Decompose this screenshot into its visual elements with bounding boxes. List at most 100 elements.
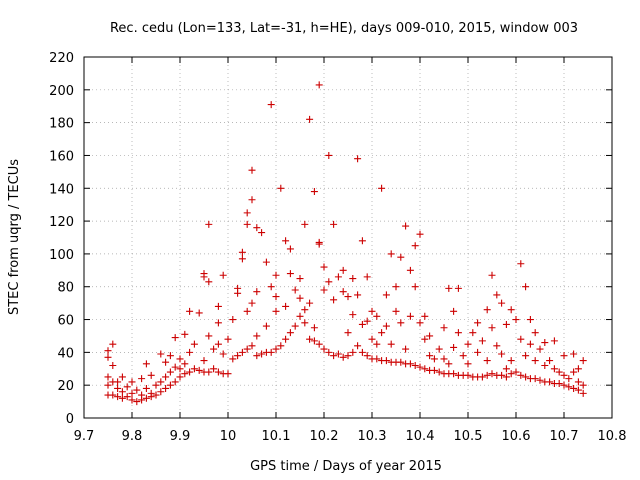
data-point bbox=[483, 306, 491, 314]
data-point bbox=[560, 352, 568, 360]
data-point bbox=[397, 253, 405, 261]
data-point bbox=[118, 388, 126, 396]
data-point bbox=[181, 370, 189, 378]
data-point bbox=[416, 230, 424, 238]
data-point bbox=[531, 329, 539, 337]
x-tick-label: 9.8 bbox=[122, 429, 143, 444]
data-point bbox=[454, 284, 462, 292]
data-point bbox=[214, 368, 222, 376]
data-point bbox=[450, 307, 458, 315]
data-point bbox=[253, 224, 261, 232]
data-point bbox=[474, 319, 482, 327]
data-point bbox=[464, 360, 472, 368]
data-point bbox=[118, 373, 126, 381]
data-point bbox=[320, 345, 328, 353]
data-point bbox=[483, 371, 491, 379]
data-point bbox=[541, 339, 549, 347]
data-point bbox=[363, 352, 371, 360]
y-tick-label: 100 bbox=[49, 248, 74, 263]
data-point bbox=[142, 394, 150, 402]
data-point bbox=[416, 363, 424, 371]
data-point bbox=[214, 340, 222, 348]
data-point bbox=[214, 302, 222, 310]
data-point bbox=[109, 391, 117, 399]
grid bbox=[84, 57, 612, 418]
data-point bbox=[344, 352, 352, 360]
data-point bbox=[306, 335, 314, 343]
y-tick-label: 220 bbox=[49, 51, 74, 66]
data-point bbox=[186, 348, 194, 356]
data-point bbox=[310, 337, 318, 345]
data-point bbox=[579, 357, 587, 365]
data-point bbox=[325, 151, 333, 159]
data-point bbox=[334, 273, 342, 281]
data-point bbox=[138, 375, 146, 383]
data-point bbox=[373, 312, 381, 320]
data-point bbox=[123, 393, 131, 401]
data-point bbox=[469, 329, 477, 337]
data-point bbox=[104, 347, 112, 355]
data-point bbox=[243, 307, 251, 315]
data-point bbox=[507, 357, 515, 365]
data-point bbox=[426, 352, 434, 360]
data-point bbox=[282, 302, 290, 310]
y-tick-labels: 0 20 40 60 80 100 120 140 160 180 200 220 bbox=[49, 51, 74, 427]
data-point bbox=[219, 350, 227, 358]
data-point bbox=[315, 81, 323, 89]
data-point bbox=[464, 340, 472, 348]
plot-frame bbox=[83, 56, 613, 419]
data-point bbox=[550, 365, 558, 373]
data-point bbox=[579, 381, 587, 389]
data-point bbox=[344, 329, 352, 337]
data-point bbox=[450, 343, 458, 351]
data-point bbox=[267, 348, 275, 356]
data-point bbox=[133, 386, 141, 394]
data-point bbox=[234, 352, 242, 360]
data-point bbox=[478, 337, 486, 345]
data-point bbox=[507, 370, 515, 378]
data-point bbox=[238, 248, 246, 256]
data-point bbox=[224, 370, 232, 378]
data-point bbox=[358, 237, 366, 245]
data-point bbox=[258, 350, 266, 358]
data-point bbox=[176, 355, 184, 363]
data-point bbox=[104, 353, 112, 361]
data-point bbox=[157, 350, 165, 358]
data-point bbox=[330, 220, 338, 228]
data-point bbox=[210, 345, 218, 353]
data-point bbox=[555, 380, 563, 388]
data-point bbox=[459, 352, 467, 360]
data-point bbox=[128, 378, 136, 386]
data-point bbox=[296, 294, 304, 302]
data-point bbox=[277, 184, 285, 192]
data-point bbox=[118, 394, 126, 402]
data-point bbox=[224, 335, 232, 343]
data-point bbox=[541, 361, 549, 369]
data-point bbox=[258, 229, 266, 237]
data-point bbox=[358, 320, 366, 328]
data-point bbox=[411, 242, 419, 250]
data-point bbox=[416, 319, 424, 327]
data-point bbox=[339, 353, 347, 361]
data-point bbox=[411, 361, 419, 369]
data-point bbox=[157, 378, 165, 386]
data-point bbox=[373, 355, 381, 363]
data-point bbox=[354, 155, 362, 163]
y-tick-label: 40 bbox=[57, 346, 74, 361]
data-point bbox=[200, 270, 208, 278]
data-point bbox=[536, 345, 544, 353]
data-point bbox=[234, 284, 242, 292]
data-point bbox=[243, 209, 251, 217]
data-point bbox=[109, 361, 117, 369]
data-point bbox=[440, 355, 448, 363]
data-point bbox=[205, 332, 213, 340]
data-point bbox=[517, 371, 525, 379]
data-point bbox=[502, 320, 510, 328]
data-point bbox=[114, 384, 122, 392]
data-point bbox=[310, 324, 318, 332]
data-point bbox=[517, 335, 525, 343]
x-tick-label: 10.8 bbox=[598, 429, 627, 444]
data-point bbox=[435, 345, 443, 353]
data-point bbox=[522, 373, 530, 381]
